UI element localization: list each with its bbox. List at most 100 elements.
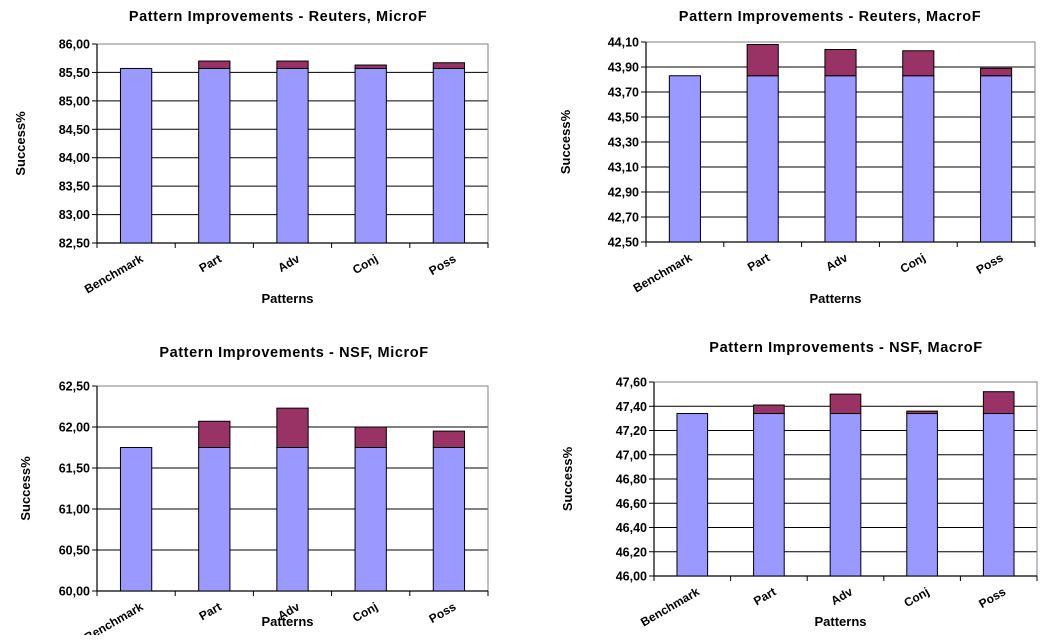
bar-benchmark-segment: [902, 75, 935, 243]
bar-benchmark-segment: [980, 75, 1013, 243]
x-category-label: Poss: [427, 599, 459, 626]
y-tick-label: 83,50: [59, 180, 90, 194]
bar-benchmark-segment: [276, 447, 309, 592]
y-tick-label: 46,40: [616, 521, 647, 535]
y-axis-label: Success%: [18, 456, 33, 521]
y-tick-label: 47,00: [616, 448, 647, 462]
bar-improvement-segment: [276, 60, 309, 69]
bar-improvement-segment: [824, 49, 857, 77]
bar-benchmark-segment: [753, 413, 785, 577]
bar-benchmark-segment: [432, 447, 466, 592]
bar-benchmark-segment: [432, 67, 466, 244]
x-category-label: Poss: [427, 251, 459, 278]
bar-benchmark-segment: [119, 67, 153, 244]
bar-improvement-segment: [902, 50, 935, 77]
bar-benchmark-segment: [354, 447, 387, 592]
y-tick-label: 43,90: [608, 61, 639, 75]
bar-benchmark-segment: [676, 413, 709, 577]
y-tick-label: 85,00: [59, 94, 90, 108]
y-tick-label: 61,00: [59, 503, 90, 517]
y-tick-label: 43,70: [608, 86, 639, 100]
y-tick-label: 62,50: [59, 380, 90, 394]
x-axis-label: Patterns: [809, 291, 861, 306]
x-category-label: Adv: [275, 251, 302, 275]
bar-benchmark-segment: [982, 413, 1015, 577]
y-tick-label: 43,10: [608, 161, 639, 175]
bar-improvement-segment: [753, 404, 785, 415]
y-tick-label: 47,20: [616, 424, 647, 438]
y-tick-label: 46,80: [616, 473, 647, 487]
y-tick-label: 42,70: [608, 211, 639, 225]
x-category-label: Part: [197, 599, 224, 623]
chart-title: Pattern Improvements - Reuters, MicroF: [129, 9, 427, 25]
bar-benchmark-segment: [354, 67, 387, 244]
bar-benchmark-segment: [824, 75, 857, 243]
bar-improvement-segment: [276, 407, 309, 448]
chart-reuters-microf: Pattern Improvements - Reuters, MicroF 82…: [0, 0, 530, 318]
y-tick-label: 47,60: [616, 376, 647, 390]
bar-improvement-segment: [432, 430, 466, 448]
bar-improvement-segment: [746, 44, 779, 77]
y-tick-label: 84,50: [59, 123, 90, 137]
y-tick-label: 82,50: [59, 237, 90, 251]
bar-improvement-segment: [980, 67, 1013, 77]
bar-improvement-segment: [432, 62, 466, 69]
bar-improvement-segment: [354, 426, 387, 448]
bar-benchmark-segment: [198, 447, 231, 592]
chart-nsf-macrof: Pattern Improvements - NSF, MacroF 46,00 4…: [530, 318, 1061, 635]
x-category-label: Benchmark: [631, 250, 695, 295]
y-tick-label: 44,10: [608, 36, 639, 50]
chart-svg: Pattern Improvements - NSF, MacroF 46,00 4…: [560, 340, 1038, 629]
y-axis-label: Success%: [560, 446, 575, 511]
y-tick-label: 84,00: [59, 151, 90, 165]
y-tick-label: 42,50: [608, 236, 639, 250]
x-category-label: Benchmark: [82, 599, 146, 635]
chart-svg: Pattern Improvements - Reuters, MicroF 82…: [13, 9, 489, 306]
chart-svg: Pattern Improvements - NSF, MicroF 60,00 6…: [18, 345, 489, 640]
bar-improvement-segment: [982, 391, 1015, 415]
x-category-label: Adv: [828, 584, 855, 608]
x-axis-label: Patterns: [261, 291, 313, 306]
bar-benchmark-segment: [746, 75, 779, 243]
bar-benchmark-segment: [906, 413, 938, 577]
y-tick-label: 60,50: [59, 544, 90, 558]
bar-improvement-segment: [829, 393, 862, 415]
chart-title: Pattern Improvements - NSF, MicroF: [159, 345, 428, 361]
y-axis-label: Success%: [558, 109, 573, 174]
bar-benchmark-segment: [829, 413, 862, 577]
bar-improvement-segment: [198, 420, 231, 449]
bar-benchmark-segment: [119, 447, 153, 592]
x-category-label: Conj: [350, 599, 380, 624]
x-category-label: Benchmark: [82, 251, 146, 296]
x-category-label: Conj: [898, 250, 928, 275]
chart-svg: Pattern Improvements - Reuters, MacroF 42…: [558, 9, 1036, 306]
x-axis-label: Patterns: [814, 614, 866, 629]
y-tick-label: 85,50: [59, 66, 90, 80]
y-tick-label: 60,00: [59, 585, 90, 599]
bar-benchmark-segment: [198, 67, 231, 244]
y-tick-label: 61,50: [59, 462, 90, 476]
x-category-label: Conj: [902, 584, 932, 609]
x-category-label: Benchmark: [638, 584, 702, 629]
bar-improvement-segment: [906, 410, 938, 415]
y-axis-label: Success%: [13, 111, 28, 176]
y-tick-label: 43,50: [608, 111, 639, 125]
y-tick-label: 62,00: [59, 421, 90, 435]
chart-title: Pattern Improvements - NSF, MacroF: [709, 340, 982, 356]
y-tick-label: 42,90: [608, 186, 639, 200]
y-tick-label: 46,20: [616, 545, 647, 559]
x-category-label: Conj: [350, 251, 380, 276]
bar-improvement-segment: [198, 60, 231, 69]
bar-improvement-segment: [354, 64, 387, 69]
x-category-label: Part: [751, 584, 778, 608]
x-category-label: Part: [197, 251, 224, 275]
y-tick-label: 46,00: [616, 570, 647, 584]
y-tick-label: 83,00: [59, 208, 90, 222]
x-category-label: Part: [745, 250, 772, 274]
y-tick-label: 86,00: [59, 38, 90, 52]
y-tick-label: 47,40: [616, 400, 647, 414]
bar-benchmark-segment: [668, 75, 701, 243]
chart-reuters-macrof: Pattern Improvements - Reuters, MacroF 42…: [530, 0, 1061, 318]
x-category-label: Poss: [974, 250, 1006, 277]
chart-nsf-microf: Pattern Improvements - NSF, MicroF 60,00 6…: [0, 318, 530, 640]
